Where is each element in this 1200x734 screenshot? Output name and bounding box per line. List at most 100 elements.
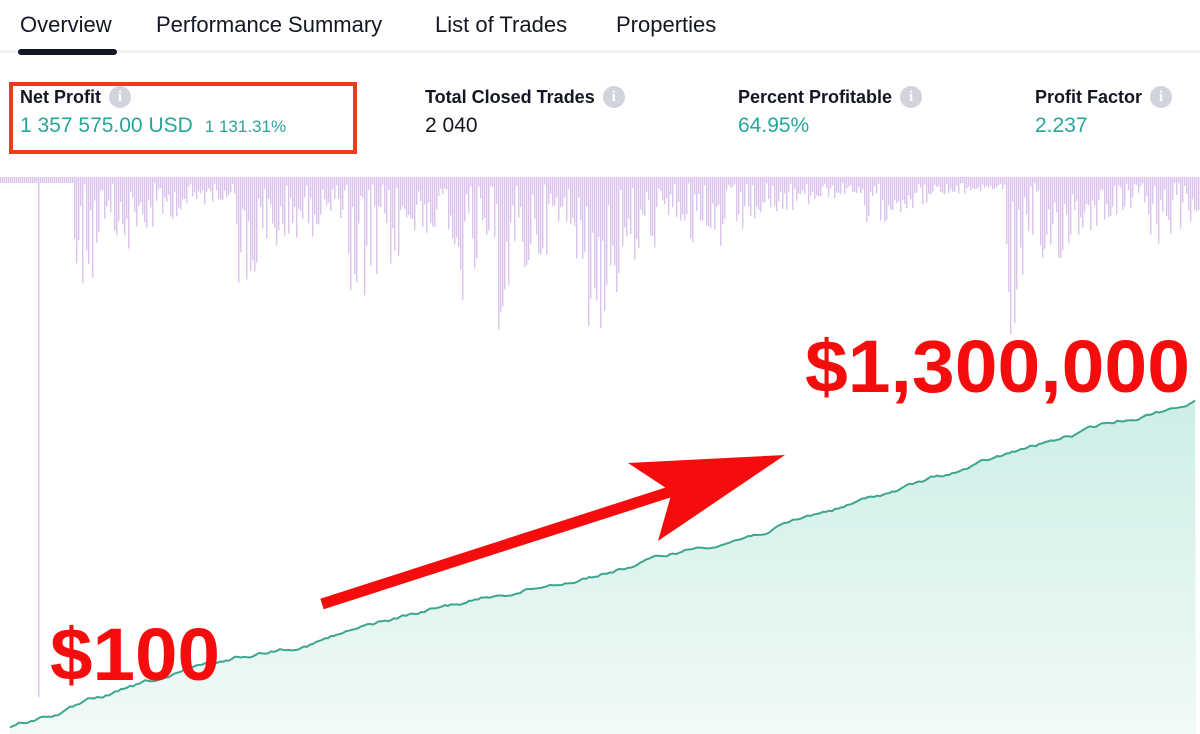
drawdown-bar [296,177,298,238]
drawdown-bar [598,177,600,237]
drawdown-bar [182,177,184,200]
drawdown-bar [666,177,668,199]
drawdown-bar [554,177,556,206]
drawdown-bar [596,177,598,300]
drawdown-bar [700,177,702,221]
info-icon[interactable]: i [602,86,625,108]
drawdown-bar [492,177,494,188]
drawdown-bar [910,177,912,200]
equity-area [10,400,1196,734]
drawdown-bar [614,177,616,266]
drawdown-bar [344,177,346,191]
drawdown-bar [384,177,386,214]
drawdown-bar [230,177,232,193]
drawdown-bar [1020,177,1022,248]
drawdown-bar [118,177,120,221]
drawdown-bar [306,177,308,186]
tab[interactable]: Performance Summary [156,12,383,37]
drawdown-bar [408,177,410,216]
drawdown-bar [1130,177,1132,209]
drawdown-bar [760,177,762,212]
drawdown-bar [1076,177,1078,201]
drawdown-bar [274,177,276,228]
drawdown-bar [502,177,504,307]
drawdown-bar [600,177,602,328]
drawdown-bar [886,177,888,220]
drawdown-bar [716,177,718,207]
drawdown-bar [850,177,852,186]
drawdown-bar [524,177,526,268]
drawdown-bar [264,177,266,189]
drawdown-bar [706,177,708,226]
drawdown-bar [590,177,592,299]
drawdown-bar [668,177,670,215]
drawdown-bar [80,177,82,206]
drawdown-bar [938,177,940,187]
drawdown-bar [1028,177,1030,231]
drawdown-bar [426,177,428,233]
drawdown-bar [514,177,516,241]
drawdown-bar [414,177,416,231]
drawdown-bar [326,177,328,205]
drawdown-bar [1186,177,1188,194]
drawdown-bar [862,177,864,190]
metric-value: 2 040 [425,114,478,137]
drawdown-bar [754,177,756,219]
drawdown-bar [78,177,80,241]
drawdown-bar [1062,177,1064,251]
drawdown-bar [1124,177,1126,207]
drawdown-bar [176,177,178,217]
drawdown-bar [484,177,486,218]
drawdown-bar [198,177,200,192]
drawdown-bar [1170,177,1172,234]
drawdown-bar [840,177,842,194]
drawdown-bar [634,177,636,260]
drawdown-bar [282,177,284,224]
drawdown-bar [164,177,166,198]
drawdown-bar [148,177,150,200]
drawdown-bar [794,177,796,189]
drawdown-bar [814,177,816,200]
drawdown-bar [820,177,822,197]
drawdown-bar [156,177,158,202]
drawdown-bar [518,177,520,218]
info-icon[interactable]: i [900,86,923,108]
tab[interactable]: List of Trades [435,12,568,37]
drawdown-bar [122,177,124,225]
tab[interactable]: Properties [616,12,717,37]
drawdown-bar [370,177,372,266]
drawdown-bar [538,177,540,254]
info-icon[interactable]: i [109,86,131,108]
info-icon[interactable]: i [1150,86,1173,108]
drawdown-bar [680,177,682,221]
drawdown-bar [268,177,270,200]
drawdown-bar [954,177,956,192]
drawdown-bar [1068,177,1070,244]
drawdown-bar [280,177,282,206]
drawdown-bar [682,177,684,215]
drawdown-bar [912,177,914,208]
drawdown-bar [142,177,144,215]
drawdown-bar [506,177,508,242]
drawdown-bar [1112,177,1114,207]
drawdown-bar [446,177,448,190]
arrow-head [628,455,785,541]
drawdown-bar [216,177,218,191]
drawdown-bar [272,177,274,224]
drawdown-bar [334,177,336,199]
tab[interactable]: Overview [20,12,112,37]
drawdown-bar [1148,177,1150,215]
drawdown-bar [1110,177,1112,216]
drawdown-bar [134,177,136,212]
drawdown-bar [652,177,654,237]
drawdown-bar [950,177,952,189]
drawdown-bar [454,177,456,245]
active-tab-indicator [18,49,117,55]
drawdown-bar [318,177,320,225]
drawdown-bar [254,177,256,272]
drawdown-bar [324,177,326,200]
drawdown-bar [1074,177,1076,211]
metric-percent: 1 131.31% [204,117,287,136]
drawdown-bar [748,177,750,207]
